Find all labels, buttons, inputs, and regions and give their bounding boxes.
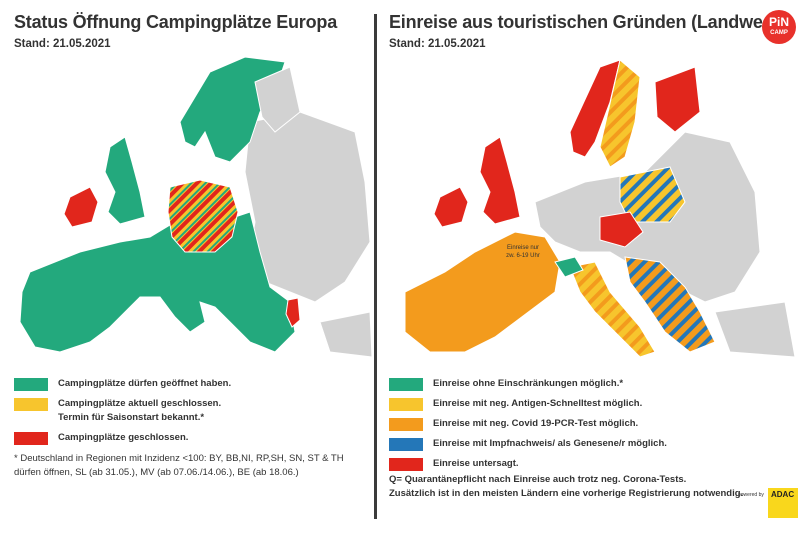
map-region-poland <box>619 166 686 223</box>
pincamp-logo: PiN CAMP <box>762 10 796 44</box>
footnote-line: * Deutschland in Regionen mit Inzidenz <… <box>14 453 344 464</box>
legend-swatch-red <box>389 458 423 471</box>
legend-swatch-blue <box>389 438 423 451</box>
map-region-turkey <box>319 311 372 358</box>
legend-label: Einreise mit neg. Covid 19-PCR-Test mögl… <box>433 418 639 429</box>
panel-divider <box>374 14 377 519</box>
legend-item-blue: Einreise mit Impfnachweis/ als Genesene/… <box>389 437 789 451</box>
left-footnote: * Deutschland in Regionen mit Inzidenz <… <box>14 452 370 480</box>
left-stand-date: Stand: 21.05.2021 <box>14 38 111 50</box>
footnote-line: dürfen öffnen, SL (ab 31.05.), MV (ab 07… <box>14 467 299 478</box>
legend-item-green: Campingplätze dürfen geöffnet haben. <box>14 377 364 391</box>
legend-swatch-green <box>14 378 48 391</box>
legend-swatch-orange <box>389 418 423 431</box>
map-region-finland <box>254 66 301 133</box>
right-legend: Einreise ohne Einschränkungen möglich.* … <box>389 377 789 477</box>
map-annotation-france: Einreise nur zw. 6-19 Uhr <box>506 245 540 259</box>
note-line: Zusätzlich ist in den meisten Ländern ei… <box>389 488 744 499</box>
map-region-turkey <box>714 301 796 358</box>
map-region-italy <box>569 261 656 358</box>
map-region-albania <box>285 297 301 328</box>
map-region-czechia <box>599 211 644 248</box>
camping-status-map <box>19 56 372 358</box>
right-panel: Einreise aus touristischen Gründen (Land… <box>385 0 800 533</box>
legend-label: Campingplätze aktuell geschlossen. <box>58 398 222 409</box>
legend-label: Einreise untersagt. <box>433 458 519 469</box>
legend-label: Einreise mit neg. Antigen-Schnelltest mö… <box>433 398 643 409</box>
legend-item-red: Campingplätze geschlossen. <box>14 431 364 445</box>
entry-rules-map <box>404 59 796 358</box>
powered-by-label: powered by <box>738 492 764 498</box>
legend-item-yellow-cont: Termin für Saisonstart bekannt.* <box>14 411 364 425</box>
left-panel: Status Öffnung Campingplätze Europa Stan… <box>0 0 372 533</box>
note-line: Q= Quarantänepflicht nach Einreise auch … <box>389 474 687 485</box>
left-title: Status Öffnung Campingplätze Europa <box>14 12 338 32</box>
adac-logo: ADAC <box>768 488 798 518</box>
right-notes: Q= Quarantänepflicht nach Einreise auch … <box>389 473 789 501</box>
map-region-ireland <box>63 186 99 228</box>
map-region-finland <box>654 66 701 133</box>
legend-item-red: Einreise untersagt. <box>389 457 789 471</box>
legend-label: Einreise mit Impfnachweis/ als Genesene/… <box>433 438 667 449</box>
map-region-norway <box>569 59 621 158</box>
legend-swatch-green <box>389 378 423 391</box>
map-region-sweden <box>599 59 641 168</box>
map-region-west <box>19 211 296 353</box>
legend-item-orange: Einreise mit neg. Covid 19-PCR-Test mögl… <box>389 417 789 431</box>
map-region-france-iberia <box>404 231 561 353</box>
map-region-uk <box>104 136 146 225</box>
right-title: Einreise aus touristischen Gründen (Land… <box>389 12 780 32</box>
legend-label: Einreise ohne Einschränkungen möglich.* <box>433 378 624 389</box>
map-region-uk <box>479 136 521 225</box>
legend-swatch-yellow <box>389 398 423 411</box>
right-stand-date: Stand: 21.05.2021 <box>389 38 486 50</box>
legend-item-yellow: Campingplätze aktuell geschlossen. <box>14 397 364 411</box>
map-region-balkans <box>624 256 716 353</box>
map-region-east-grey <box>244 111 371 303</box>
map-region-switzerland <box>554 256 584 278</box>
legend-label: Campingplätze dürfen geöffnet haben. <box>58 378 232 389</box>
legend-label: Campingplätze geschlossen. <box>58 432 189 443</box>
left-legend: Campingplätze dürfen geöffnet haben. Cam… <box>14 377 364 451</box>
legend-swatch-red <box>14 432 48 445</box>
legend-swatch-yellow <box>14 398 48 411</box>
legend-label: Termin für Saisonstart bekannt.* <box>58 412 205 423</box>
legend-item-yellow: Einreise mit neg. Antigen-Schnelltest mö… <box>389 397 789 411</box>
legend-item-green: Einreise ohne Einschränkungen möglich.* <box>389 377 789 391</box>
map-region-ireland <box>433 186 469 228</box>
map-region-germany <box>167 179 239 253</box>
